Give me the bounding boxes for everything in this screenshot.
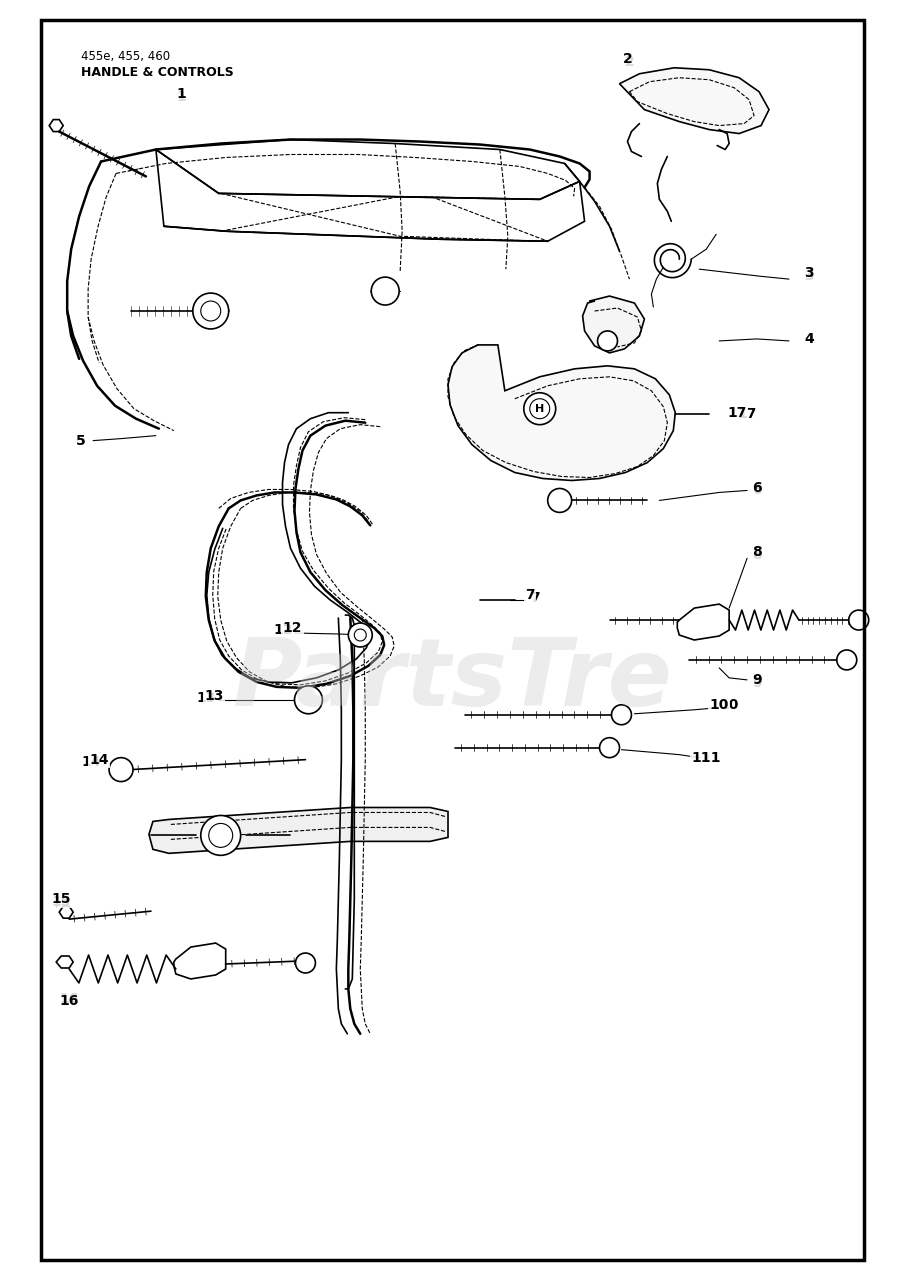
Circle shape xyxy=(529,399,549,419)
Text: 11: 11 xyxy=(701,750,720,764)
Circle shape xyxy=(294,686,322,714)
Text: 13: 13 xyxy=(196,691,215,705)
Circle shape xyxy=(193,293,229,329)
Text: HANDLE & CONTROLS: HANDLE & CONTROLS xyxy=(81,65,233,79)
Text: 15: 15 xyxy=(52,895,71,909)
Polygon shape xyxy=(49,119,63,132)
Circle shape xyxy=(354,628,367,641)
Polygon shape xyxy=(677,604,729,640)
Circle shape xyxy=(201,301,221,321)
Text: 9: 9 xyxy=(752,673,762,687)
Polygon shape xyxy=(583,296,644,353)
Text: 15: 15 xyxy=(52,892,71,906)
Text: 2: 2 xyxy=(624,55,634,69)
Text: 17: 17 xyxy=(738,407,757,421)
Text: 2: 2 xyxy=(623,51,633,65)
Polygon shape xyxy=(56,956,73,968)
Text: 1: 1 xyxy=(176,87,186,101)
Text: 14: 14 xyxy=(81,755,101,768)
Circle shape xyxy=(612,705,632,724)
Circle shape xyxy=(371,276,399,305)
Circle shape xyxy=(348,623,372,646)
Text: 17: 17 xyxy=(728,406,747,420)
Text: 6: 6 xyxy=(752,484,762,498)
Text: 3: 3 xyxy=(804,269,814,283)
Polygon shape xyxy=(620,68,769,133)
Text: 8: 8 xyxy=(752,545,762,559)
Text: 9: 9 xyxy=(752,676,762,690)
Text: 12: 12 xyxy=(282,621,302,635)
Circle shape xyxy=(849,611,869,630)
Circle shape xyxy=(548,489,572,512)
Text: 455e, 455, 460: 455e, 455, 460 xyxy=(81,50,170,63)
Text: 8: 8 xyxy=(752,548,762,562)
Text: 16: 16 xyxy=(60,993,79,1007)
Text: PartsTre: PartsTre xyxy=(232,634,672,726)
Text: 7: 7 xyxy=(525,588,535,602)
Text: 5: 5 xyxy=(76,434,86,448)
Text: 14: 14 xyxy=(90,753,109,767)
Circle shape xyxy=(209,823,233,847)
Polygon shape xyxy=(59,906,73,918)
Text: 11: 11 xyxy=(691,750,711,764)
Circle shape xyxy=(524,393,556,425)
Circle shape xyxy=(296,954,316,973)
Text: 5: 5 xyxy=(76,434,86,448)
Text: 6: 6 xyxy=(752,481,762,495)
Circle shape xyxy=(597,332,617,351)
Text: H: H xyxy=(535,403,544,413)
Circle shape xyxy=(110,758,133,782)
Text: 4: 4 xyxy=(804,332,814,346)
Text: 3: 3 xyxy=(804,266,814,280)
Text: 4: 4 xyxy=(804,332,814,346)
Text: 10: 10 xyxy=(710,698,729,712)
Polygon shape xyxy=(174,943,225,979)
Polygon shape xyxy=(149,808,448,854)
Text: 16: 16 xyxy=(60,992,79,1006)
Text: 1: 1 xyxy=(176,90,186,104)
Text: 7: 7 xyxy=(529,591,539,605)
Polygon shape xyxy=(448,344,675,480)
Circle shape xyxy=(837,650,857,669)
Text: 12: 12 xyxy=(273,623,292,637)
Circle shape xyxy=(599,737,620,758)
Text: 10: 10 xyxy=(719,698,738,712)
Circle shape xyxy=(201,815,241,855)
Text: 13: 13 xyxy=(204,689,224,703)
